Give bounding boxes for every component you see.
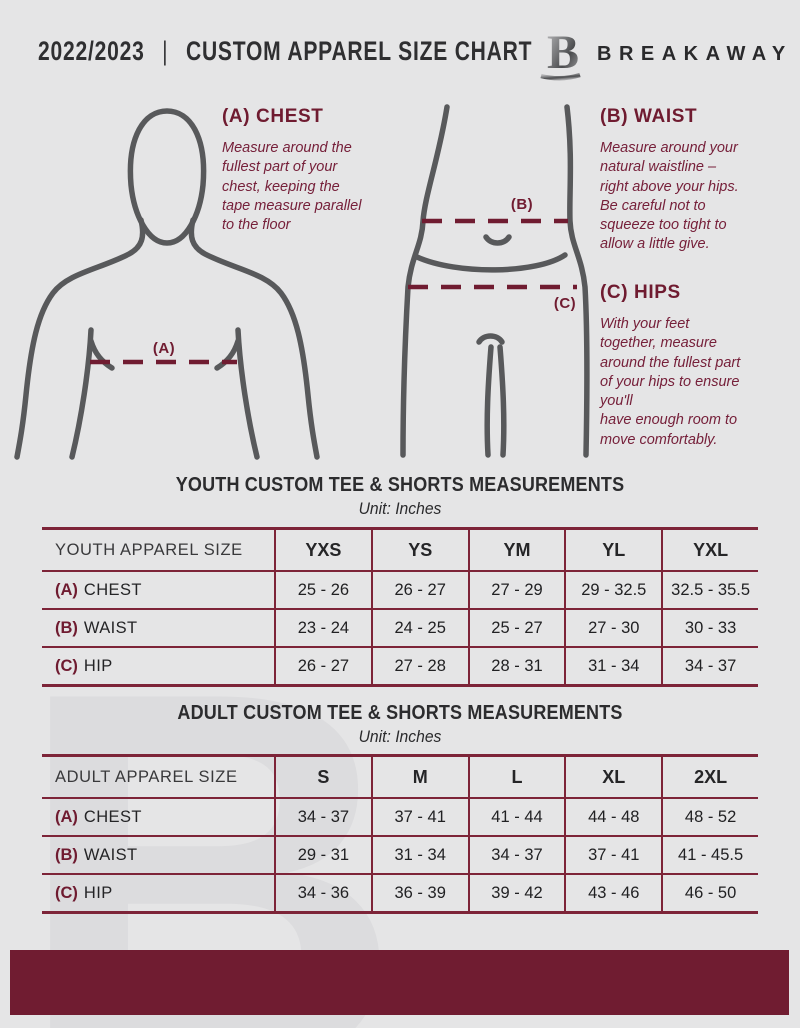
measurement-cell: 46 - 50 bbox=[661, 875, 758, 911]
adult-section-title: ADULT CUSTOM TEE & SHORTS MEASUREMENTS bbox=[177, 702, 623, 724]
measurement-cell: 32.5 - 35.5 bbox=[661, 572, 758, 608]
row-label: HIP bbox=[83, 656, 113, 675]
row-label-cell: (C) HIP bbox=[42, 875, 274, 911]
lower-body-figure-illustration: (B) (C) bbox=[400, 104, 590, 458]
size-column-header: XL bbox=[564, 757, 661, 797]
measurement-cell: 48 - 52 bbox=[661, 799, 758, 835]
measurement-cell: 34 - 37 bbox=[467, 837, 565, 873]
row-key: (C) bbox=[55, 656, 78, 675]
measurement-cell: 31 - 34 bbox=[564, 648, 661, 684]
size-column-header: 2XL bbox=[661, 757, 758, 797]
row-label-cell: (A) CHEST bbox=[42, 572, 274, 608]
hips-line-label: (C) bbox=[554, 295, 576, 312]
row-label: HIP bbox=[83, 883, 113, 902]
hips-guide-text: With your feet together, measure around … bbox=[600, 316, 741, 448]
measurement-cell: 29 - 31 bbox=[274, 837, 371, 873]
size-column-header: YXL bbox=[661, 530, 758, 570]
row-label: CHEST bbox=[83, 580, 142, 599]
chest-guide: (A) CHEST Measure around the fullest par… bbox=[222, 106, 406, 235]
row-label-cell: (B) WAIST bbox=[42, 610, 274, 646]
footer-bar bbox=[10, 950, 789, 1015]
measurement-cell: 44 - 48 bbox=[564, 799, 661, 835]
measurement-cell: 29 - 32.5 bbox=[564, 572, 661, 608]
waist-guide: (B) WAIST Measure around your natural wa… bbox=[600, 106, 796, 255]
row-label-cell: (A) CHEST bbox=[42, 799, 274, 835]
youth-section-unit: Unit: Inches bbox=[358, 500, 442, 518]
size-column-header: YXS bbox=[274, 530, 371, 570]
measurement-cell: 27 - 28 bbox=[370, 648, 468, 684]
size-column-header: YM bbox=[467, 530, 565, 570]
measurement-cell: 36 - 39 bbox=[370, 875, 468, 911]
waist-guide-heading: (B) WAIST bbox=[600, 106, 698, 127]
row-key: (B) bbox=[55, 845, 78, 864]
table-row-chest: (A) CHEST 25 - 26 26 - 27 27 - 29 29 - 3… bbox=[42, 572, 758, 610]
measurement-cell: 28 - 31 bbox=[467, 648, 565, 684]
measurement-cell: 43 - 46 bbox=[564, 875, 661, 911]
adult-section-unit: Unit: Inches bbox=[358, 728, 442, 746]
row-key: (B) bbox=[55, 618, 78, 637]
page-title: 2022/2023 | CUSTOM APPAREL SIZE CHART bbox=[38, 36, 532, 67]
youth-table-header-label: YOUTH APPAREL SIZE bbox=[55, 540, 243, 559]
measurement-cell: 39 - 42 bbox=[467, 875, 565, 911]
hips-guide: (C) HIPS With your feet together, measur… bbox=[600, 282, 796, 450]
waist-line-label: (B) bbox=[511, 196, 533, 213]
row-label: WAIST bbox=[83, 845, 138, 864]
size-column-header: YS bbox=[370, 530, 468, 570]
row-label-cell: (C) HIP bbox=[42, 648, 274, 684]
youth-table-header-row: YOUTH APPAREL SIZE YXS YS YM YL YXL bbox=[42, 530, 758, 572]
header-years: 2022/2023 bbox=[38, 36, 145, 66]
table-row-waist: (B) WAIST 23 - 24 24 - 25 25 - 27 27 - 3… bbox=[42, 610, 758, 648]
measurement-cell: 23 - 24 bbox=[274, 610, 371, 646]
chest-guide-text: Measure around the fullest part of your … bbox=[222, 140, 362, 234]
row-key: (C) bbox=[55, 883, 78, 902]
chest-line-label: (A) bbox=[153, 340, 175, 357]
measurement-cell: 31 - 34 bbox=[370, 837, 468, 873]
measurement-cell: 37 - 41 bbox=[564, 837, 661, 873]
torso-figure-illustration: (A) bbox=[14, 108, 320, 460]
breakaway-logo-icon: B bbox=[540, 26, 581, 81]
measurement-cell: 27 - 29 bbox=[467, 572, 565, 608]
size-column-header: L bbox=[467, 757, 565, 797]
row-label-cell: (B) WAIST bbox=[42, 837, 274, 873]
table-row-chest: (A) CHEST 34 - 37 37 - 41 41 - 44 44 - 4… bbox=[42, 799, 758, 837]
measurement-cell: 34 - 37 bbox=[661, 648, 758, 684]
size-column-header: YL bbox=[564, 530, 661, 570]
row-key: (A) bbox=[55, 807, 78, 826]
measurement-cell: 34 - 36 bbox=[274, 875, 371, 911]
row-label: CHEST bbox=[83, 807, 142, 826]
table-row-hip: (C) HIP 26 - 27 27 - 28 28 - 31 31 - 34 … bbox=[42, 648, 758, 684]
youth-section-title: YOUTH CUSTOM TEE & SHORTS MEASUREMENTS bbox=[175, 474, 625, 496]
measurement-cell: 25 - 26 bbox=[274, 572, 371, 608]
size-column-header: M bbox=[370, 757, 468, 797]
row-label: WAIST bbox=[83, 618, 138, 637]
youth-size-table: YOUTH APPAREL SIZE YXS YS YM YL YXL (A) … bbox=[42, 527, 758, 687]
waist-guide-text: Measure around your natural waistline – … bbox=[600, 140, 739, 253]
measurement-cell: 41 - 45.5 bbox=[661, 837, 758, 873]
size-column-header: S bbox=[274, 757, 371, 797]
measurement-cell: 27 - 30 bbox=[564, 610, 661, 646]
header-divider-bar: | bbox=[162, 36, 169, 66]
table-row-hip: (C) HIP 34 - 36 36 - 39 39 - 42 43 - 46 … bbox=[42, 875, 758, 911]
measurement-cell: 30 - 33 bbox=[661, 610, 758, 646]
brand-lockup: B BREAKAWAY bbox=[538, 26, 793, 82]
row-key: (A) bbox=[55, 580, 78, 599]
chest-guide-heading: (A) CHEST bbox=[222, 106, 324, 127]
brand-name: BREAKAWAY bbox=[597, 42, 793, 65]
adult-table-header-label: ADULT APPAREL SIZE bbox=[55, 767, 238, 786]
adult-table-header-row: ADULT APPAREL SIZE S M L XL 2XL bbox=[42, 757, 758, 799]
measurement-cell: 34 - 37 bbox=[274, 799, 371, 835]
measurement-cell: 26 - 27 bbox=[274, 648, 371, 684]
table-row-waist: (B) WAIST 29 - 31 31 - 34 34 - 37 37 - 4… bbox=[42, 837, 758, 875]
measurement-cell: 41 - 44 bbox=[467, 799, 565, 835]
measurement-cell: 25 - 27 bbox=[467, 610, 565, 646]
measurement-cell: 24 - 25 bbox=[370, 610, 468, 646]
hips-guide-heading: (C) HIPS bbox=[600, 282, 681, 303]
adult-size-table: ADULT APPAREL SIZE S M L XL 2XL (A) CHES… bbox=[42, 754, 758, 914]
measurement-cell: 37 - 41 bbox=[370, 799, 468, 835]
measurement-cell: 26 - 27 bbox=[370, 572, 468, 608]
header-title-text: CUSTOM APPAREL SIZE CHART bbox=[185, 36, 533, 66]
